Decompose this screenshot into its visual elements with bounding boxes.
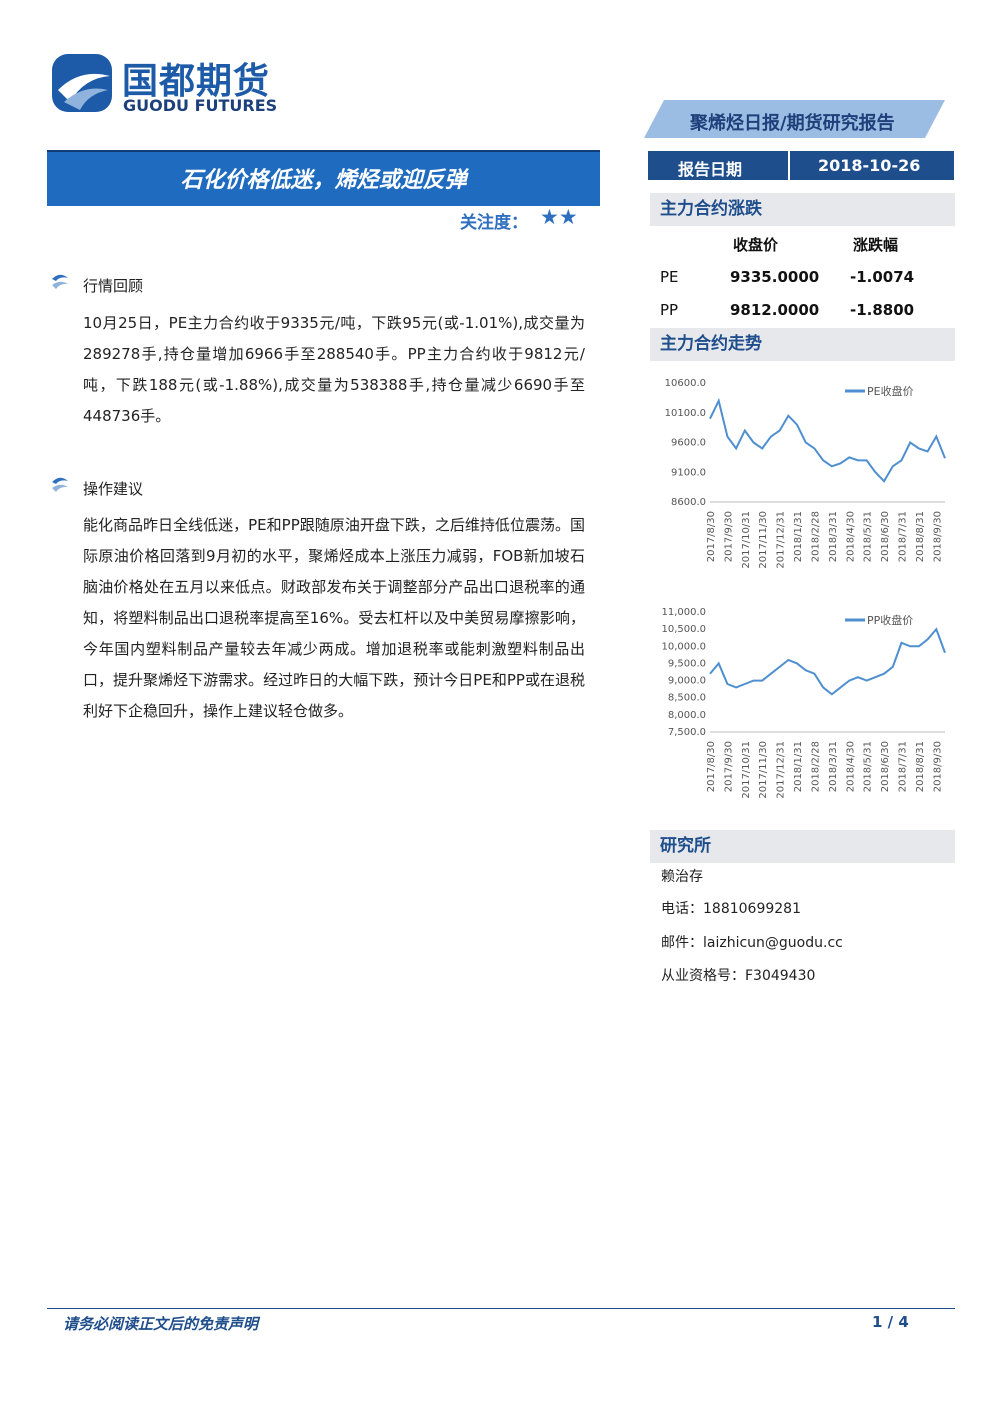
row-label: PP (660, 301, 679, 319)
line-series (709, 397, 946, 483)
title: 石化价格低迷，烯烃或迎反弹 (180, 168, 467, 193)
column-header: 涨跌幅 (853, 236, 899, 254)
x-tick-label: 2018/3/31 (828, 741, 839, 792)
license: 从业资格号：F3049430 (661, 968, 816, 984)
section-header: 主力合约走势 (650, 328, 955, 361)
title-bar (47, 150, 600, 206)
disclaimer: 请务必阅读正文后的免责声明 (63, 1315, 259, 1333)
logo-mark (52, 54, 112, 112)
line-series (709, 627, 946, 696)
x-tick-label: 2018/1/31 (793, 741, 804, 792)
x-tick-label: 2018/2/28 (810, 511, 821, 562)
column-header: 收盘价 (733, 236, 779, 254)
section-icon (52, 274, 68, 289)
row-label: PE (660, 268, 679, 286)
x-tick-label: 2018/2/28 (810, 741, 821, 792)
section-header: 研究所 (650, 830, 955, 863)
section-heading: 行情回顾 (83, 277, 144, 295)
legend-label: PE收盘价 (867, 384, 914, 398)
x-tick-label: 2018/7/31 (897, 741, 908, 792)
table-cell: 9812.0000 (730, 301, 820, 319)
y-tick-label: 11,000.0 (661, 607, 706, 618)
x-tick-label: 2018/9/30 (932, 511, 943, 562)
x-tick-label: 2017/8/30 (706, 741, 717, 792)
x-tick-label: 2018/3/31 (828, 511, 839, 562)
x-tick-label: 2018/4/30 (845, 511, 856, 562)
y-tick-label: 8,500.0 (668, 693, 706, 704)
x-tick-label: 2018/5/31 (863, 741, 874, 792)
email: 邮件：laizhicun@guodu.cc (661, 935, 843, 951)
y-tick-label: 9600.0 (671, 438, 706, 449)
y-tick-label: 10100.0 (665, 408, 706, 419)
date-divider (788, 151, 790, 180)
y-tick-label: 7,500.0 (668, 727, 706, 738)
x-tick-label: 2018/4/30 (845, 741, 856, 792)
x-tick-label: 2017/12/31 (776, 741, 787, 799)
x-tick-label: 2017/10/31 (741, 511, 752, 569)
y-tick-label: 10,000.0 (661, 641, 706, 652)
date-bar (648, 151, 954, 180)
report-type: 聚烯烃日报/期货研究报告 (690, 113, 895, 134)
page-number: 1 / 4 (872, 1313, 909, 1331)
x-tick-label: 2018/8/31 (915, 741, 926, 792)
y-tick-label: 9,500.0 (668, 658, 706, 669)
charts: 8600.0 9100.0 9600.0 10100.0 10600.0 2017/8/3… (661, 378, 946, 799)
logo-cn: 国都期货 (122, 61, 271, 102)
table-cell: -1.8800 (850, 301, 915, 319)
y-tick-label: 10,500.0 (661, 624, 706, 635)
x-tick-label: 2018/6/30 (880, 741, 891, 792)
date-value: 2018-10-26 (818, 156, 921, 175)
x-tick-label: 2017/12/31 (776, 511, 787, 569)
x-tick-label: 2017/9/30 (723, 741, 734, 792)
footer-rule (47, 1308, 955, 1309)
x-tick-label: 2018/1/31 (793, 511, 804, 562)
x-tick-label: 2018/5/31 (863, 511, 874, 562)
x-tick-label: 2018/8/31 (915, 511, 926, 562)
attention-stars: ★★ (540, 205, 578, 229)
section-header: 主力合约涨跌 (650, 193, 955, 226)
report-type-banner (644, 100, 945, 138)
analyst-name: 赖治存 (661, 869, 703, 885)
y-tick-label: 9100.0 (671, 467, 706, 478)
paragraph: 10月25日，PE主力合约收于9335元/吨，下跌95元(或-1.01%),成交… (83, 314, 585, 425)
phone: 电话：18810699281 (661, 901, 801, 917)
x-tick-label: 2017/11/30 (758, 741, 769, 799)
table-cell: 9335.0000 (730, 268, 820, 286)
x-tick-label: 2017/11/30 (758, 511, 769, 569)
table-cell: -1.0074 (850, 268, 915, 286)
section-heading: 操作建议 (83, 480, 144, 498)
y-tick-label: 9,000.0 (668, 676, 706, 687)
legend-label: PP收盘价 (867, 613, 913, 627)
x-tick-label: 2018/9/30 (932, 741, 943, 792)
section-icon (52, 477, 68, 492)
x-tick-label: 2018/6/30 (880, 511, 891, 562)
x-tick-label: 2018/7/31 (897, 511, 908, 562)
y-tick-label: 8,000.0 (668, 710, 706, 721)
y-tick-label: 8600.0 (671, 497, 706, 508)
attention-label: 关注度： (460, 213, 528, 233)
x-tick-label: 2017/10/31 (741, 741, 752, 799)
x-tick-label: 2017/8/30 (706, 511, 717, 562)
y-tick-label: 10600.0 (665, 378, 706, 389)
date-label: 报告日期 (678, 160, 743, 179)
paragraph: 能化商品昨日全线低迷，PE和PP跟随原油开盘下跌，之后维持低位震荡。国际原油价格… (83, 516, 585, 720)
logo-en: GUODU FUTURES (123, 96, 278, 115)
x-tick-label: 2017/9/30 (723, 511, 734, 562)
